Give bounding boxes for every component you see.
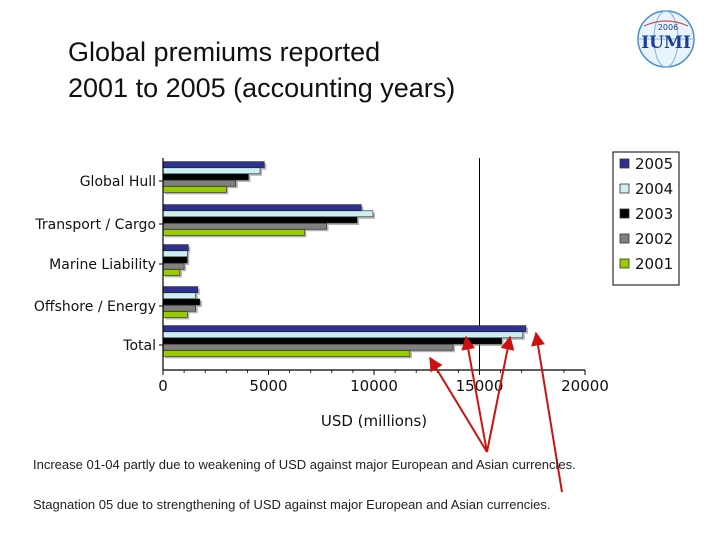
bar: [162, 186, 227, 193]
legend: 2005 2004 2003 2002 2001: [612, 151, 680, 286]
note-increase: Increase 01-04 partly due to weakening o…: [33, 457, 576, 472]
legend-label: 2003: [635, 205, 673, 223]
legend-swatch: [619, 258, 630, 269]
bar: [162, 304, 197, 312]
category-label: Global Hull: [80, 174, 156, 190]
iumi-globe-logo: 2006 IUMI: [637, 10, 695, 68]
category-label: Total: [122, 338, 156, 354]
bar: [162, 167, 261, 175]
bar: [162, 331, 524, 339]
bar: [162, 210, 374, 218]
bars-group: [162, 161, 528, 359]
bar: [162, 325, 527, 332]
category-label: Transport / Cargo: [34, 217, 156, 233]
category-label: Offshore / Energy: [34, 299, 156, 315]
annotation-arrows: [429, 331, 563, 493]
bar: [162, 244, 189, 251]
bar: [162, 350, 411, 357]
legend-label: 2001: [635, 255, 673, 273]
x-tick-label: 15000: [456, 377, 504, 395]
bar: [162, 161, 265, 168]
bar: [162, 311, 188, 318]
x-tick-label: 5000: [249, 377, 287, 395]
bar: [162, 269, 181, 276]
legend-swatch: [619, 183, 630, 194]
annotation-arrow: [486, 335, 515, 453]
slide-title: Global premiums reported 2001 to 2005 (a…: [68, 34, 608, 106]
title-line-2: 2001 to 2005 (accounting years): [68, 73, 456, 103]
legend-label: 2004: [635, 180, 673, 198]
category-label: Marine Liability: [49, 257, 156, 273]
bar: [162, 173, 249, 181]
title-line-1: Global premiums reported: [68, 37, 381, 67]
bar: [162, 216, 358, 224]
bar: [162, 286, 199, 293]
axes-group: Global Hull Transport / Cargo Marine Liabi…: [34, 158, 609, 430]
bar: [162, 337, 502, 345]
legend-swatch: [619, 208, 630, 219]
bar: [162, 256, 188, 264]
x-tick-label: 20000: [561, 377, 609, 395]
bar: [162, 222, 327, 230]
logo-year: 2006: [658, 23, 678, 32]
bar: [162, 229, 305, 236]
bar: [162, 292, 197, 300]
legend-swatch: [619, 233, 630, 244]
note-stagnation: Stagnation 05 due to strengthening of US…: [33, 497, 551, 512]
logo-text: IUMI: [641, 33, 691, 53]
x-tick-label: 10000: [350, 377, 398, 395]
bar: [162, 343, 454, 351]
legend-label: 2002: [635, 230, 673, 248]
bar: [162, 298, 201, 306]
x-tick-label: 0: [158, 377, 168, 395]
bar: [162, 262, 185, 270]
annotation-arrow: [461, 335, 488, 453]
bar: [162, 204, 362, 211]
bar: [162, 179, 237, 187]
legend-swatch: [619, 158, 630, 169]
x-axis-label: USD (millions): [321, 412, 427, 430]
legend-label: 2005: [635, 155, 673, 173]
annotation-arrow: [429, 356, 488, 453]
annotation-arrow: [531, 331, 563, 493]
bar: [162, 250, 188, 258]
